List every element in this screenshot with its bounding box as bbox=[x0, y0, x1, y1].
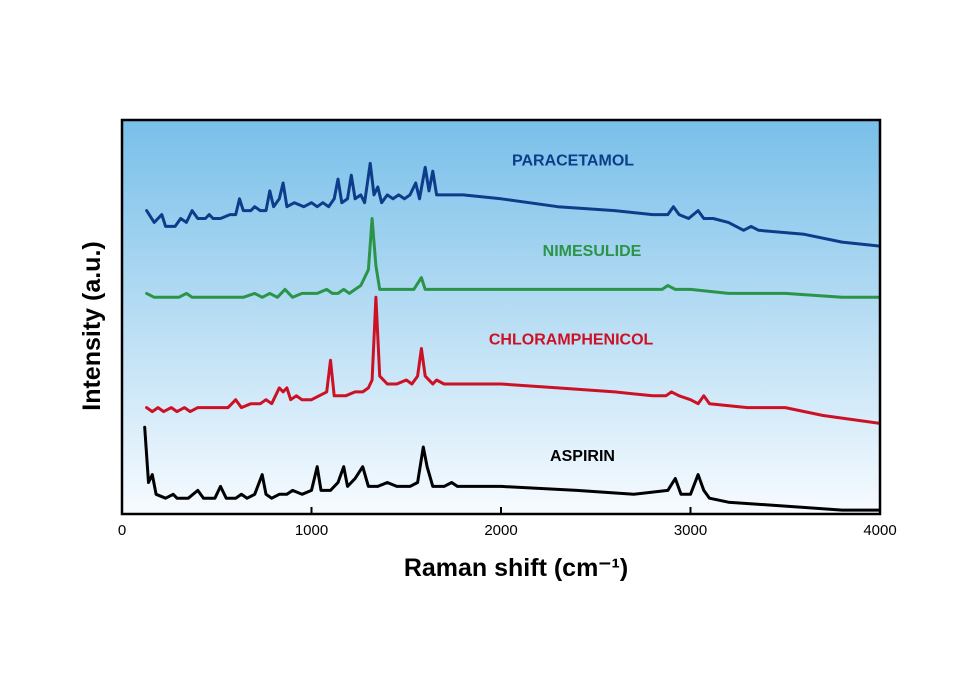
x-tick-label: 1000 bbox=[295, 522, 328, 539]
series-line-chloramphenicol bbox=[145, 295, 880, 425]
x-tick-label: 3000 bbox=[674, 522, 707, 539]
series-line-paracetamol bbox=[145, 161, 880, 248]
series-label-chloramphenicol: CHLORAMPHENICOL bbox=[489, 332, 654, 349]
plot-background bbox=[122, 120, 880, 514]
series-label-layer: PARACETAMOL NIMESULIDE CHLORAMPHENICOL ASPI… bbox=[489, 152, 654, 465]
series-label-nimesulide: NIMESULIDE bbox=[543, 243, 642, 260]
series-line-aspirin bbox=[143, 425, 880, 512]
series-line-nimesulide bbox=[145, 217, 880, 299]
y-axis-title: Intensity (a.u.) bbox=[78, 241, 106, 410]
series-layer bbox=[143, 161, 880, 512]
x-tick-label: 2000 bbox=[484, 522, 517, 539]
series-label-aspirin: ASPIRIN bbox=[550, 448, 615, 465]
x-tick-label: 4000 bbox=[863, 522, 896, 539]
x-axis-ticks: 0 1000 2000 3000 4000 bbox=[118, 507, 897, 539]
x-tick-label: 0 bbox=[118, 522, 126, 539]
series-label-paracetamol: PARACETAMOL bbox=[512, 152, 634, 169]
x-axis-title: Raman shift (cm⁻¹) bbox=[404, 554, 628, 582]
